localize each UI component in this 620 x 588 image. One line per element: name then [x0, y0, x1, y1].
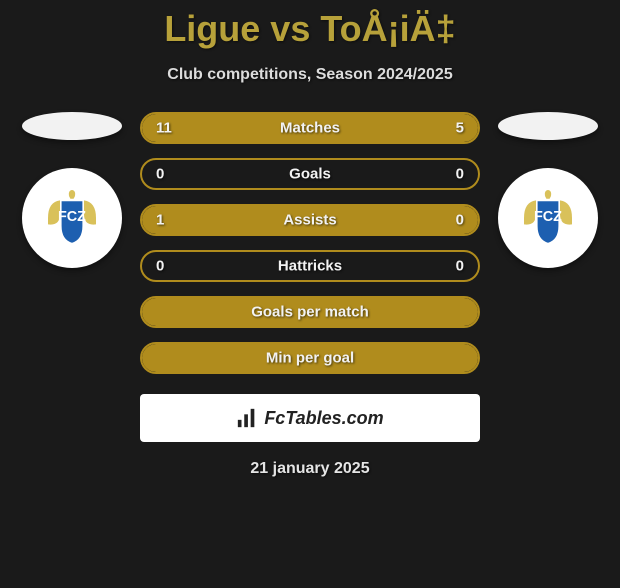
right-column: FCZ: [498, 112, 598, 478]
stat-row-min-per-goal: Min per goal: [140, 342, 480, 374]
club-crest-icon: FCZ: [32, 178, 112, 258]
main-layout: FCZ 11 Matches 5 0 Goals 0 1 Assists 0: [0, 112, 620, 478]
stat-label: Matches: [280, 120, 340, 137]
source-logo-text: FcTables.com: [264, 408, 383, 429]
left-player-oval: [22, 112, 122, 140]
stat-right-value: 0: [456, 166, 464, 183]
stat-left-value: 0: [156, 258, 164, 275]
source-logo-box: FcTables.com: [140, 394, 480, 442]
stat-row-matches: 11 Matches 5: [140, 112, 480, 144]
stat-label: Hattricks: [278, 258, 342, 275]
stat-row-goals: 0 Goals 0: [140, 158, 480, 190]
stat-row-assists: 1 Assists 0: [140, 204, 480, 236]
stat-label: Goals: [289, 166, 331, 183]
page-title: Ligue vs ToÅ¡iÄ‡: [0, 8, 620, 50]
svg-text:FCZ: FCZ: [58, 209, 86, 225]
bars-icon: [236, 407, 258, 429]
stat-label: Min per goal: [266, 350, 354, 367]
stat-right-value: 0: [456, 258, 464, 275]
club-crest-icon: FCZ: [508, 178, 588, 258]
stats-column: 11 Matches 5 0 Goals 0 1 Assists 0 0 Hat…: [140, 112, 480, 478]
page-subtitle: Club competitions, Season 2024/2025: [0, 66, 620, 84]
right-player-oval: [498, 112, 598, 140]
svg-text:FCZ: FCZ: [534, 209, 562, 225]
stat-row-goals-per-match: Goals per match: [140, 296, 480, 328]
left-club-badge: FCZ: [22, 168, 122, 268]
stat-right-value: 0: [456, 212, 464, 229]
source-logo: FcTables.com: [236, 407, 383, 429]
stat-left-value: 11: [156, 120, 172, 137]
left-column: FCZ: [22, 112, 122, 478]
stat-left-value: 1: [156, 212, 164, 229]
stat-row-hattricks: 0 Hattricks 0: [140, 250, 480, 282]
infographic-date: 21 january 2025: [250, 460, 369, 478]
right-club-badge: FCZ: [498, 168, 598, 268]
stat-label: Goals per match: [251, 304, 369, 321]
stat-right-value: 5: [456, 120, 464, 137]
stat-left-value: 0: [156, 166, 164, 183]
stat-label: Assists: [283, 212, 336, 229]
